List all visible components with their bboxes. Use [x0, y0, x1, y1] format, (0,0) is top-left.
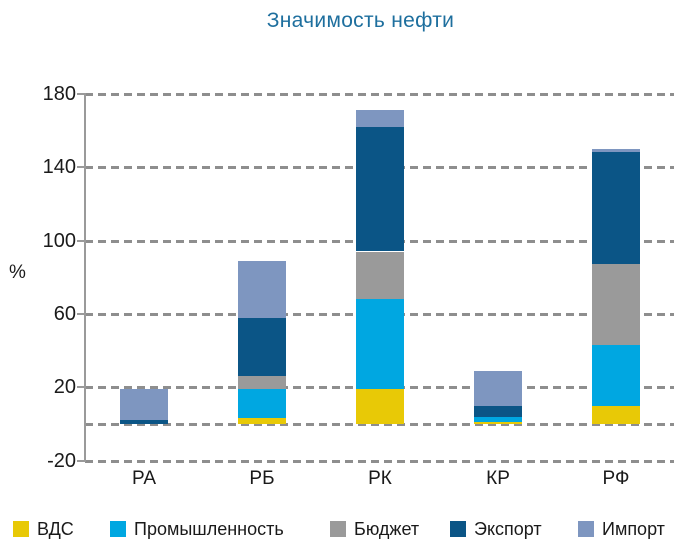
y-axis-tick-mark	[77, 166, 85, 169]
bar-segment-экспорт	[356, 126, 404, 252]
y-tick-label: 140	[42, 156, 76, 179]
gridline	[85, 92, 674, 96]
legend-swatch	[450, 521, 466, 537]
bar-segment-бюджет	[592, 264, 640, 346]
y-axis-tick-mark	[77, 92, 85, 95]
bar-segment-вдс	[356, 389, 404, 424]
bar-segment-бюджет	[238, 376, 286, 390]
y-axis-line	[84, 92, 86, 462]
legend-swatch	[578, 521, 594, 537]
bar-segment-вдс	[474, 422, 522, 424]
y-tick-label: 100	[42, 229, 76, 252]
gridline	[85, 459, 674, 463]
bar-segment-импорт	[474, 370, 522, 406]
y-tick-label: -20	[47, 449, 76, 472]
legend-label: Экспорт	[474, 519, 542, 539]
y-axis-tick-mark	[77, 459, 85, 462]
x-tick-label: РФ	[602, 468, 630, 489]
bar-segment-импорт	[592, 148, 640, 153]
bar-segment-бюджет	[356, 251, 404, 300]
y-tick-label: 20	[53, 376, 76, 399]
legend-label: Бюджет	[354, 519, 420, 539]
y-axis-tick-mark	[77, 386, 85, 389]
y-axis-unit-label: %	[9, 262, 26, 283]
bar-segment-промышленность	[592, 345, 640, 406]
bar-segment-промышленность	[474, 416, 522, 423]
gridline	[85, 423, 674, 426]
legend-swatch	[110, 521, 126, 537]
bar-segment-промышленность	[238, 389, 286, 419]
y-axis-tick-mark	[77, 239, 85, 242]
y-tick-label: 180	[42, 82, 76, 105]
legend-label: Промышленность	[134, 519, 284, 539]
bar-segment-вдс	[592, 405, 640, 424]
bar-segment-экспорт	[474, 405, 522, 417]
bar-segment-импорт	[120, 389, 168, 421]
chart-title: Значимость нефти	[266, 9, 455, 32]
y-tick-label: 60	[53, 302, 76, 325]
legend-label: ВДС	[37, 519, 74, 539]
bar-segment-импорт	[356, 110, 404, 127]
x-tick-label: РБ	[249, 468, 275, 489]
bar-segment-экспорт	[592, 152, 640, 265]
x-tick-label: КР	[486, 468, 510, 489]
bar-segment-экспорт	[120, 420, 168, 424]
bar-segment-вдс	[238, 418, 286, 424]
legend-swatch	[330, 521, 346, 537]
bar-segment-экспорт	[238, 317, 286, 377]
x-tick-label: РА	[131, 468, 157, 489]
bar-segment-импорт	[238, 260, 286, 318]
legend-swatch	[13, 521, 29, 537]
x-tick-label: РК	[368, 468, 392, 489]
y-axis-tick-mark	[77, 312, 85, 315]
legend-label: Импорт	[602, 519, 665, 539]
bar-segment-промышленность	[356, 299, 404, 390]
